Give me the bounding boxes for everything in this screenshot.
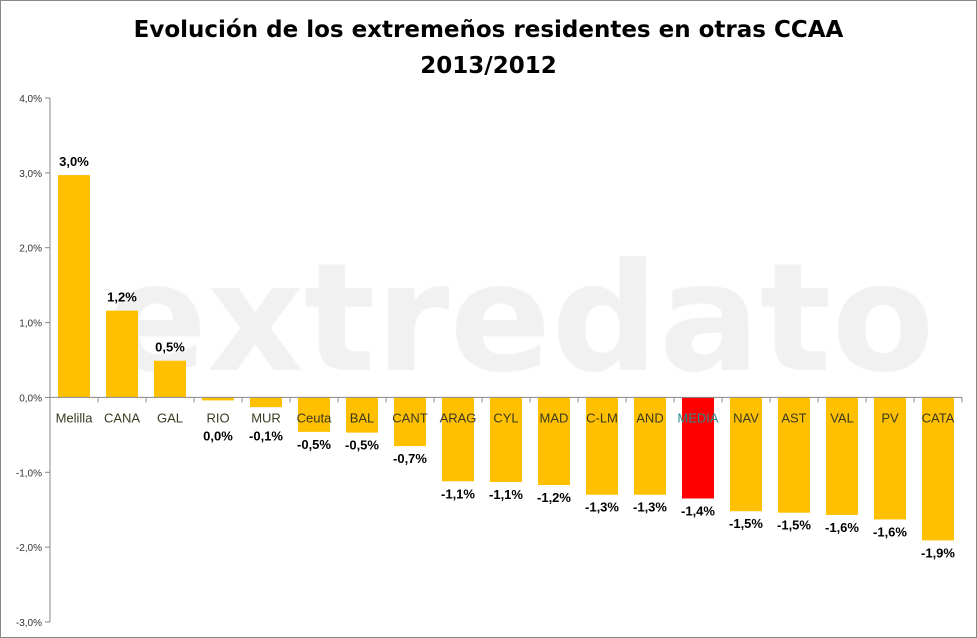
x-tick-label: MUR (251, 410, 281, 425)
x-tick-label: GAL (157, 410, 183, 425)
data-label: 0,0% (203, 428, 233, 443)
bar-cyl (490, 397, 522, 483)
x-tick-label: RIO (206, 410, 229, 425)
data-label: -0,1% (249, 428, 283, 443)
x-tick-label: AND (636, 410, 663, 425)
bar-mur (250, 397, 282, 408)
x-tick-label: NAV (733, 410, 759, 425)
y-tick-label: 4,0% (19, 94, 42, 105)
data-label: -0,7% (393, 451, 427, 466)
data-label: -1,4% (681, 503, 715, 518)
bar-c-lm (586, 397, 618, 495)
data-label: -1,1% (441, 486, 475, 501)
bar-mad (538, 397, 570, 486)
bar-cant (394, 397, 426, 447)
x-tick-label: Melilla (56, 410, 94, 425)
x-tick-label: PV (881, 410, 899, 425)
chart-title: Evolución de los extremeños residentes e… (0, 12, 977, 84)
subtitle-line: 2013/2012 (420, 53, 557, 79)
bar-bal (346, 397, 378, 433)
y-tick-label: -2,0% (16, 543, 42, 554)
data-label: -1,5% (729, 516, 763, 531)
bar-pv (874, 397, 906, 520)
x-tick-label: MAD (540, 410, 569, 425)
x-tick-label: ARAG (440, 410, 477, 425)
y-tick-label: 2,0% (19, 244, 42, 255)
data-label: -0,5% (297, 437, 331, 452)
bar-and (634, 397, 666, 495)
x-tick-label: CYL (493, 410, 518, 425)
y-tick-label: 1,0% (19, 319, 42, 330)
bar-cata (922, 397, 954, 541)
data-label: -1,2% (537, 490, 571, 505)
bar-media (682, 397, 714, 499)
data-label: -1,5% (777, 518, 811, 533)
y-tick-label: 3,0% (19, 169, 42, 180)
data-label: 1,2% (107, 290, 137, 305)
bar-gal (154, 360, 186, 398)
data-label: -1,3% (585, 500, 619, 515)
x-tick-label: BAL (350, 410, 375, 425)
data-label: 3,0% (59, 154, 89, 169)
bar-rio (202, 397, 234, 401)
x-tick-label: AST (781, 410, 806, 425)
data-label: -1,6% (825, 520, 859, 535)
title-line: Evolución de los extremeños residentes e… (133, 17, 844, 43)
data-label: -1,1% (489, 487, 523, 502)
x-tick-label: Ceuta (297, 410, 332, 425)
x-tick-label: CANT (392, 410, 427, 425)
x-tick-label: CANA (104, 410, 140, 425)
data-label: -0,5% (345, 438, 379, 453)
y-tick-label: -3,0% (16, 618, 42, 629)
x-tick-label: CATA (922, 410, 955, 425)
x-tick-label: C-LM (586, 410, 618, 425)
bar-cana (106, 310, 138, 398)
bar-melilla (58, 175, 90, 398)
data-label: 0,5% (155, 340, 185, 355)
bar-ast (778, 397, 810, 513)
bar-val (826, 397, 858, 515)
data-label: -1,9% (921, 545, 955, 560)
bar-nav (730, 397, 762, 512)
x-tick-label: MEDIA (677, 410, 719, 425)
x-tick-label: VAL (830, 410, 854, 425)
data-label: -1,3% (633, 500, 667, 515)
bar-ceuta (298, 397, 330, 432)
y-tick-label: -1,0% (16, 468, 42, 479)
y-tick-label: 0,0% (19, 393, 42, 404)
bar-arag (442, 397, 474, 482)
data-label: -1,6% (873, 524, 907, 539)
